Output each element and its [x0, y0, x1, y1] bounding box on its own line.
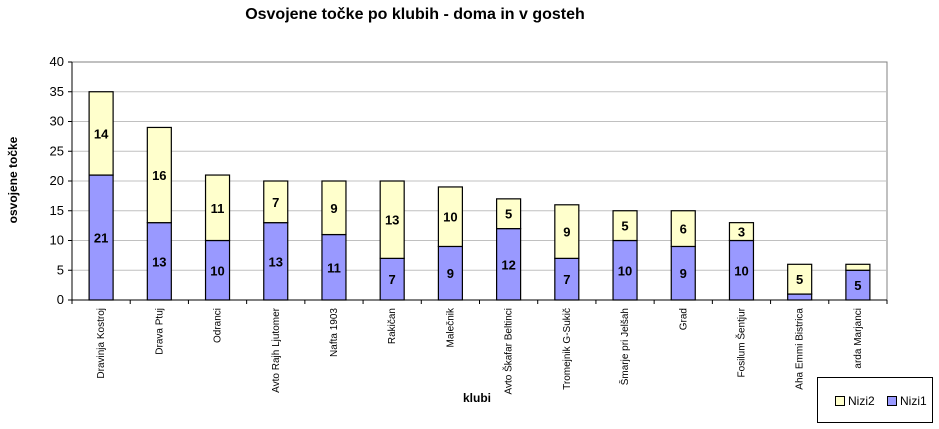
y-tick-label: 5 — [57, 262, 64, 277]
data-label: 11 — [211, 201, 225, 216]
x-tick-label: Šmarje pri Jelšah — [618, 308, 631, 385]
data-label: 9 — [330, 201, 337, 216]
x-tick-label: Malečnik — [445, 307, 456, 347]
legend-item-nizi2: Nizi2 — [835, 394, 875, 408]
x-tick-label: Avto Škafar Beltinci — [502, 308, 515, 395]
bar-nizi2 — [845, 263, 871, 271]
x-tick-label: Grad — [678, 308, 689, 330]
bar-nizi1 — [787, 293, 813, 301]
data-label: 6 — [680, 222, 687, 237]
data-label: 13 — [152, 254, 166, 269]
data-label: 7 — [389, 272, 396, 287]
data-label: 21 — [94, 231, 108, 246]
legend-swatch-nizi2 — [835, 396, 845, 406]
data-label: 9 — [447, 266, 454, 281]
data-label: 13 — [385, 213, 399, 228]
data-label: 13 — [269, 254, 283, 269]
bar-nizi2 — [496, 198, 522, 230]
bar-nizi2 — [146, 126, 172, 224]
y-axis-label: osvojene točke — [6, 136, 20, 223]
bar-nizi2 — [379, 180, 405, 259]
x-tick-label: Odranci — [213, 308, 224, 343]
data-label: 10 — [734, 263, 748, 278]
y-tick-label: 10 — [50, 233, 64, 248]
y-tick-label: 30 — [50, 114, 64, 129]
x-axis-label: klubi — [463, 391, 491, 405]
data-label: 12 — [501, 257, 515, 272]
data-label: 10 — [618, 263, 632, 278]
bar-nizi2 — [787, 263, 813, 295]
chart-title: Osvojene točke po klubih - doma in v gos… — [245, 6, 585, 23]
data-label: 14 — [94, 126, 109, 141]
x-tick-label: Nafta 1903 — [329, 308, 340, 357]
y-tick-label: 35 — [50, 84, 64, 99]
y-tick-label: 15 — [50, 203, 64, 218]
data-label: 5 — [505, 207, 512, 222]
y-tick-label: 20 — [50, 173, 64, 188]
axes — [68, 61, 888, 304]
data-label: 5 — [854, 278, 861, 293]
bar-nizi2 — [670, 210, 696, 248]
data-label: 5 — [621, 219, 628, 234]
bar-nizi1 — [437, 245, 463, 301]
data-label: 7 — [272, 195, 279, 210]
bar-nizi1 — [554, 257, 580, 301]
x-tick-label: Tromejnik G-Sukič — [562, 308, 573, 390]
bar-nizi2 — [728, 222, 755, 242]
x-tick-label: arda Marjanci — [853, 308, 864, 369]
bar-nizi2 — [263, 180, 289, 224]
x-tick-label: Fosilum Šentjur — [734, 307, 747, 377]
bars: 21 14 13 16 10 11 13 7 11 9 7 13 9 10 12 5 7 9 10 5 9 6 10 3 5 5 — [88, 91, 871, 301]
data-label: 10 — [443, 210, 457, 225]
bar-nizi2 — [554, 204, 580, 259]
gridlines — [71, 61, 888, 301]
x-tick-label: Aha Emmi Bistrica — [795, 308, 806, 390]
y-tick-label: 25 — [50, 143, 64, 158]
y-tick-labels: 0 5 10 15 20 25 30 35 40 — [50, 54, 64, 307]
bar-nizi1 — [88, 174, 114, 301]
bar-nizi1 — [670, 245, 696, 301]
data-label: 5 — [796, 272, 803, 287]
bar-nizi1 — [263, 222, 289, 301]
data-label: 10 — [210, 263, 224, 278]
data-label: 3 — [738, 225, 745, 240]
data-label: 11 — [327, 260, 341, 275]
legend-label-nizi2: Nizi2 — [848, 394, 875, 408]
x-tick-label: Dravinja Kostroj — [96, 308, 107, 379]
bar-nizi2 — [204, 174, 231, 242]
y-tick-label: 40 — [50, 54, 64, 69]
x-tick-label: Rakičan — [387, 308, 398, 344]
bar-nizi2 — [612, 210, 638, 242]
bar-nizi2 — [321, 180, 347, 236]
data-label: 7 — [563, 272, 570, 287]
x-tick-label: Avto Rajh Ljutomer — [271, 307, 282, 393]
bar-nizi1 — [728, 239, 755, 301]
y-tick-label: 0 — [57, 292, 64, 307]
data-label: 16 — [152, 168, 166, 183]
bar-nizi2 — [437, 186, 463, 248]
legend-label-nizi1: Nizi1 — [900, 394, 927, 408]
legend-swatch-nizi1 — [887, 396, 897, 406]
x-tick-label: Drava Ptuj — [154, 308, 165, 355]
data-label: 9 — [680, 266, 687, 281]
legend: Nizi2 Nizi1 — [817, 377, 933, 423]
data-label: 9 — [563, 225, 570, 240]
x-tick-labels: Dravinja Kostroj Drava Ptuj Odranci Avto Ra… — [96, 307, 864, 395]
legend-item-nizi1: Nizi1 — [887, 394, 927, 408]
bar-nizi2 — [88, 91, 114, 176]
